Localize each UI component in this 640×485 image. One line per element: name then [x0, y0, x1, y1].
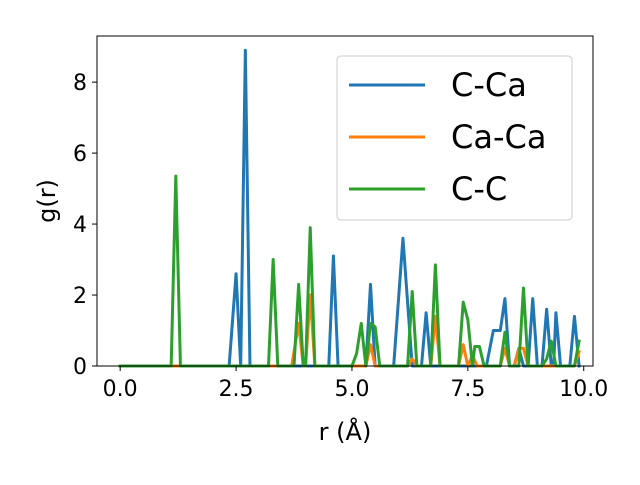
- y-axis: 0 2 4 6 8: [73, 71, 97, 380]
- legend: C-Ca Ca-Ca C-C: [336, 55, 573, 221]
- legend-label-c-c: C-C: [451, 170, 507, 208]
- y-axis-label: g(r): [33, 179, 61, 223]
- x-axis-label: r (Å): [319, 417, 372, 446]
- y-tick-label: 4: [73, 213, 87, 238]
- legend-label-c-ca: C-Ca: [451, 66, 527, 104]
- legend-label-ca-ca: Ca-Ca: [451, 118, 546, 156]
- x-tick-label: 2.5: [219, 377, 254, 402]
- x-tick-label: 7.5: [450, 377, 485, 402]
- y-tick-label: 6: [73, 142, 87, 167]
- x-axis: 0.0 2.5 5.0 7.5 10.0: [103, 366, 608, 402]
- x-tick-label: 10.0: [559, 377, 608, 402]
- x-tick-label: 0.0: [103, 377, 138, 402]
- y-tick-label: 8: [73, 71, 87, 96]
- series-line-c-ca: [118, 48, 581, 368]
- y-tick-label: 0: [73, 355, 87, 380]
- y-tick-label: 2: [73, 284, 87, 309]
- x-tick-label: 5.0: [334, 377, 369, 402]
- axes-frame: [96, 35, 594, 367]
- legend-box: [336, 55, 573, 221]
